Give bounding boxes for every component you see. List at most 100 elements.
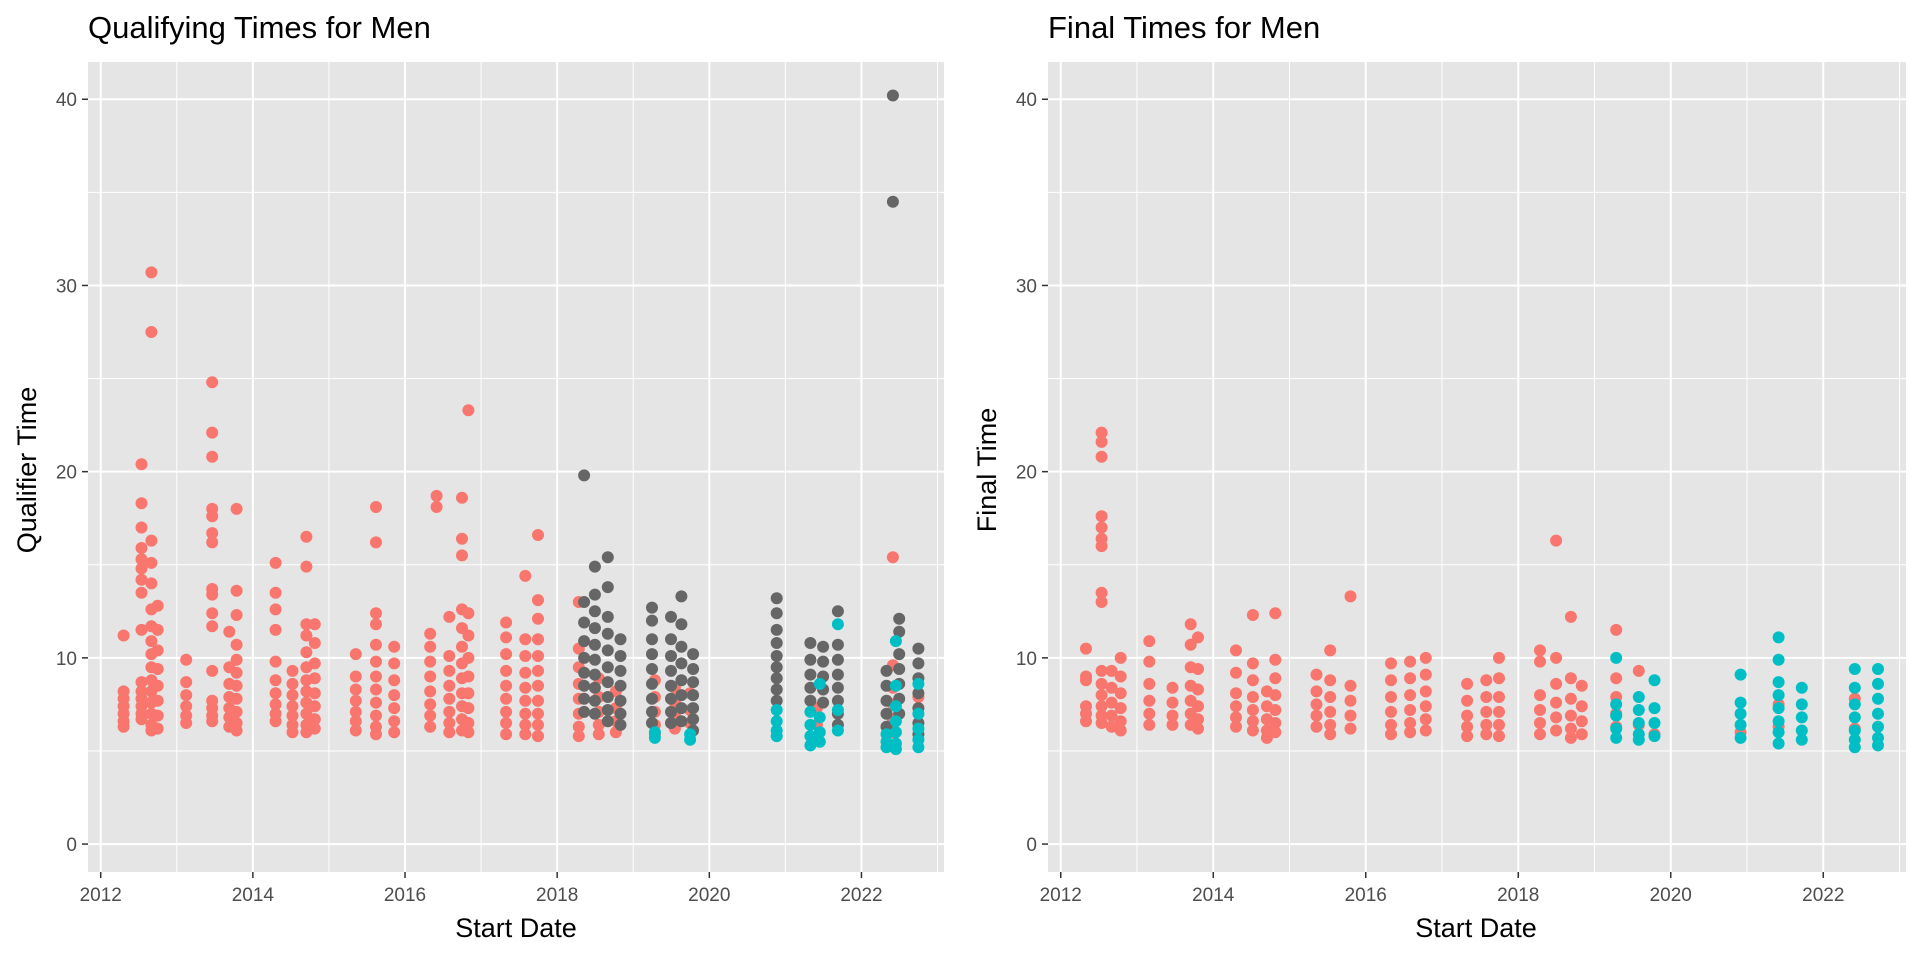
data-point-red — [1095, 717, 1108, 729]
data-point-gray — [614, 633, 627, 646]
data-point-gray — [893, 612, 906, 625]
data-point-red — [388, 674, 401, 687]
data-point-gray — [893, 663, 906, 675]
data-point-red — [286, 726, 299, 739]
data-point-gray — [687, 702, 700, 715]
data-point-teal — [1848, 663, 1861, 675]
data-point-teal — [813, 726, 826, 739]
data-point-gray — [665, 650, 677, 662]
data-point-gray — [880, 707, 893, 720]
data-point-gray — [817, 655, 830, 668]
data-point-red — [1534, 704, 1546, 716]
data-point-gray — [614, 718, 627, 731]
data-point-gray — [614, 694, 627, 707]
data-point-teal — [1610, 698, 1623, 711]
data-point-gray — [831, 638, 844, 651]
data-point-red — [1324, 691, 1337, 703]
y-tick-label: 30 — [56, 276, 77, 297]
data-point-red — [1269, 726, 1282, 739]
data-point-red — [572, 720, 585, 733]
data-point-red — [151, 679, 164, 692]
data-point-gray — [675, 640, 688, 653]
data-point-red — [135, 573, 148, 586]
data-point-red — [1480, 674, 1493, 687]
data-point-red — [145, 534, 158, 547]
data-point-red — [1310, 668, 1323, 681]
data-point-red — [1269, 653, 1282, 666]
data-point-red — [1404, 726, 1417, 739]
data-point-gray — [687, 689, 700, 702]
data-point-red — [230, 609, 243, 621]
data-point-red — [370, 655, 382, 668]
data-point-gray — [578, 666, 591, 679]
data-point-red — [1310, 685, 1323, 698]
data-point-red — [1344, 709, 1357, 722]
data-point-red — [151, 709, 164, 722]
data-point-red — [308, 687, 321, 700]
data-point-gray — [646, 692, 658, 705]
data-point-red — [1080, 715, 1092, 728]
data-point-teal — [1610, 651, 1623, 664]
data-point-red — [151, 623, 164, 636]
data-point-red — [456, 491, 468, 504]
data-point-red — [1192, 713, 1204, 726]
data-point-red — [443, 705, 456, 718]
y-tick-label: 30 — [1016, 276, 1037, 297]
data-point-red — [462, 670, 475, 683]
y-tick-label: 20 — [1016, 463, 1037, 484]
data-point-red — [151, 663, 164, 675]
data-point-red — [500, 705, 513, 718]
data-point-red — [308, 700, 321, 713]
data-point-red — [1095, 450, 1108, 463]
data-point-red — [1230, 666, 1242, 679]
data-point-red — [1564, 731, 1577, 744]
data-point-red — [1114, 724, 1127, 737]
data-point-red — [223, 625, 236, 638]
data-point-red — [1534, 689, 1546, 702]
data-point-red — [206, 426, 219, 439]
data-point-red — [370, 607, 382, 620]
data-point-red — [424, 709, 437, 722]
data-point-gray — [614, 679, 627, 692]
data-point-red — [1564, 692, 1577, 705]
data-point-red — [151, 599, 164, 612]
data-point-red — [1324, 644, 1337, 657]
data-point-red — [1114, 702, 1127, 715]
data-point-gray — [601, 551, 614, 564]
data-point-red — [456, 640, 468, 653]
data-point-red — [300, 618, 313, 631]
data-point-red — [1095, 426, 1108, 439]
data-point-red — [1419, 724, 1432, 737]
data-point-gray — [578, 616, 591, 629]
data-point-gray — [646, 677, 658, 690]
data-point-red — [462, 607, 475, 620]
data-point-red — [230, 679, 243, 692]
data-point-red — [206, 607, 219, 620]
data-point-teal — [1872, 707, 1884, 720]
data-point-gray — [804, 668, 817, 681]
data-point-gray — [687, 663, 700, 675]
data-point-red — [135, 586, 148, 599]
data-point-red — [1575, 700, 1588, 713]
data-point-red — [180, 717, 193, 729]
data-point-red — [424, 640, 437, 653]
data-point-red — [1534, 644, 1546, 657]
data-point-red — [230, 653, 243, 666]
data-point-teal — [813, 711, 826, 724]
data-point-red — [1143, 635, 1156, 648]
x-tick-label: 2014 — [1192, 885, 1235, 906]
data-point-teal — [1734, 668, 1747, 681]
data-point-red — [1105, 709, 1118, 722]
data-point-red — [1230, 720, 1242, 733]
data-point-red — [1385, 718, 1397, 731]
data-point-teal — [804, 730, 817, 743]
data-point-red — [180, 689, 193, 702]
data-point-gray — [804, 681, 817, 694]
data-point-red — [117, 629, 130, 642]
data-point-red — [424, 720, 437, 733]
data-point-gray — [578, 635, 591, 648]
data-point-gray — [665, 664, 677, 677]
data-point-teal — [1795, 724, 1808, 737]
data-point-teal — [1632, 733, 1645, 746]
data-point-red — [443, 726, 456, 739]
